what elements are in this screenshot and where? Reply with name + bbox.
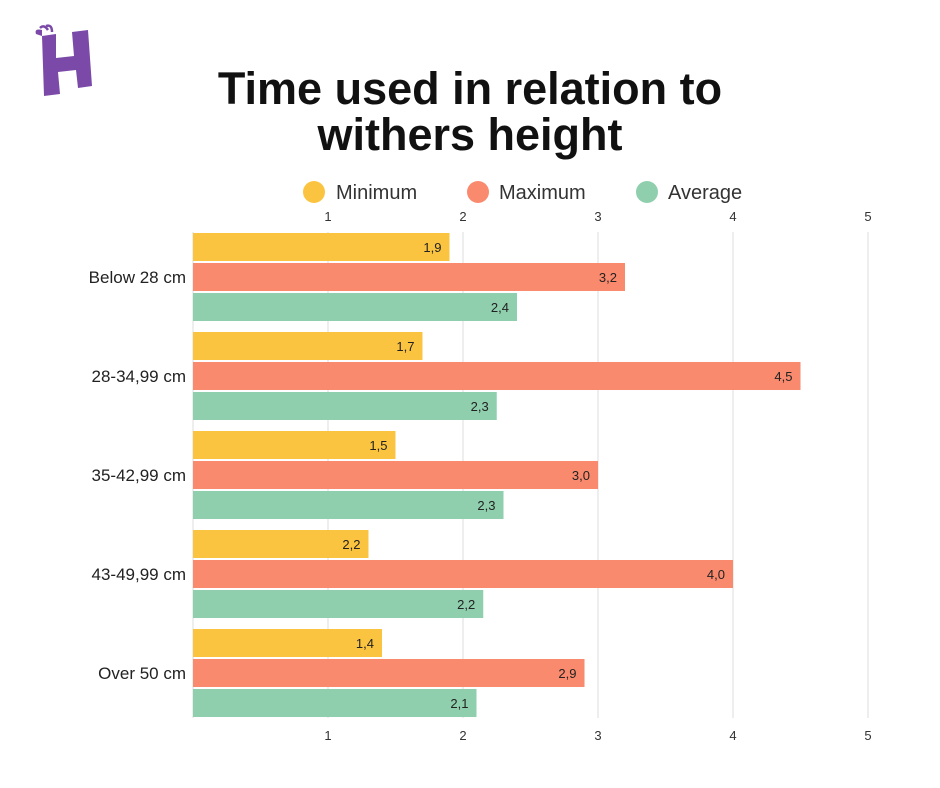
data-label: 2,3 <box>477 498 495 513</box>
x-tick-label-top: 3 <box>594 209 601 224</box>
bar-maximum <box>193 461 598 489</box>
category-label: 35-42,99 cm <box>92 466 187 485</box>
legend-swatch-average <box>636 181 658 203</box>
chart-title-line-2: withers height <box>317 109 623 160</box>
legend-swatch-maximum <box>467 181 489 203</box>
x-tick-label-top: 1 <box>324 209 331 224</box>
bar-average <box>193 392 497 420</box>
legend-label-maximum: Maximum <box>499 182 586 204</box>
category-label: 28-34,99 cm <box>92 367 187 386</box>
data-label: 2,4 <box>491 300 509 315</box>
category-label: Below 28 cm <box>89 268 186 287</box>
bar-minimum <box>193 629 382 657</box>
legend-label-average: Average <box>668 182 742 204</box>
chart-title: Time used in relation to withers height <box>0 66 940 158</box>
data-label: 1,7 <box>396 339 414 354</box>
bar-minimum <box>193 332 423 360</box>
data-label: 4,0 <box>707 567 725 582</box>
x-tick-label-top: 5 <box>864 209 871 224</box>
bar-average <box>193 689 477 717</box>
data-label: 2,1 <box>450 696 468 711</box>
chart-title-line-1: Time used in relation to <box>217 63 723 114</box>
x-tick-label-bottom: 2 <box>459 728 466 743</box>
bar-average <box>193 590 484 618</box>
data-label: 1,9 <box>423 240 441 255</box>
legend-label-minimum: Minimum <box>336 182 417 204</box>
bar-maximum <box>193 560 733 588</box>
x-tick-label-bottom: 5 <box>864 728 871 743</box>
legend-swatch-minimum <box>303 181 325 203</box>
data-label: 3,0 <box>572 468 590 483</box>
hand-h-logo-icon <box>35 24 92 96</box>
x-tick-label-top: 4 <box>729 209 736 224</box>
x-tick-label-bottom: 1 <box>324 728 331 743</box>
category-label: 43-49,99 cm <box>92 565 187 584</box>
category-label: Over 50 cm <box>98 664 186 683</box>
data-label: 3,2 <box>599 270 617 285</box>
data-label: 1,4 <box>356 636 374 651</box>
bar-minimum <box>193 233 450 261</box>
bar-minimum <box>193 431 396 459</box>
data-label: 2,2 <box>457 597 475 612</box>
data-label: 2,9 <box>558 666 576 681</box>
x-tick-label-top: 2 <box>459 209 466 224</box>
bar-average <box>193 293 517 321</box>
data-label: 2,2 <box>342 537 360 552</box>
data-label: 1,5 <box>369 438 387 453</box>
data-label: 4,5 <box>774 369 792 384</box>
bar-maximum <box>193 659 585 687</box>
bar-maximum <box>193 362 801 390</box>
data-label: 2,3 <box>471 399 489 414</box>
x-tick-label-bottom: 3 <box>594 728 601 743</box>
bar-maximum <box>193 263 625 291</box>
bar-average <box>193 491 504 519</box>
bar-minimum <box>193 530 369 558</box>
x-tick-label-bottom: 4 <box>729 728 736 743</box>
